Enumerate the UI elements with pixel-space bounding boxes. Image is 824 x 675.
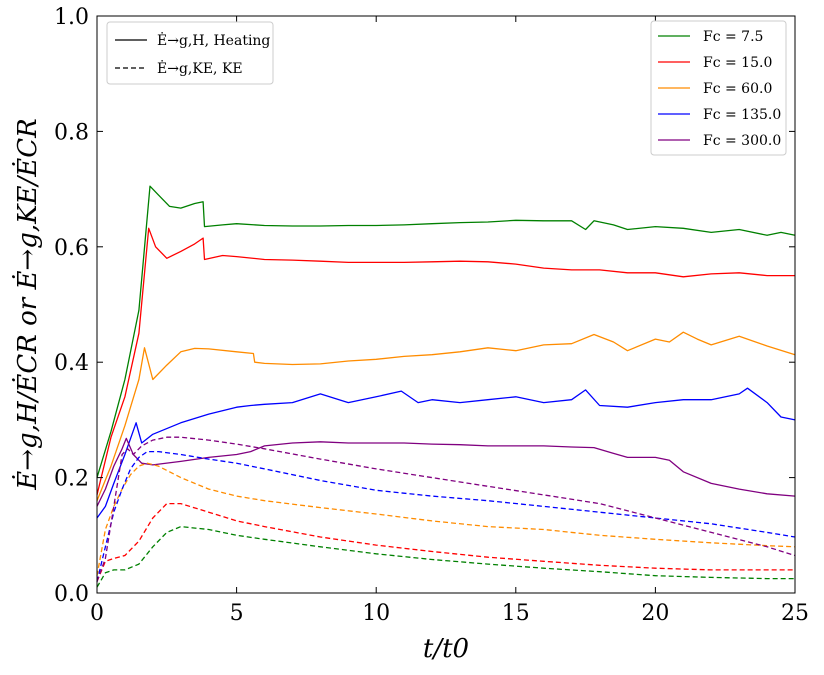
color-legend-label: Fc = 7.5: [703, 29, 763, 45]
series-line-ke-60-0: [96, 462, 796, 576]
series-line-heating-15-0: [96, 227, 795, 496]
style-legend: Ė→g,H, Heating Ė→g,KE, KE: [106, 21, 274, 85]
color-legend-label: Fc = 60.0: [703, 81, 772, 97]
style-legend-label: Ė→g,H, Heating: [157, 31, 270, 49]
color-legend-label: Fc = 15.0: [703, 55, 772, 71]
y-tick-label: 0.6: [54, 236, 89, 261]
x-axis-title: t/t0: [423, 634, 469, 664]
style-legend-frame: [106, 21, 274, 85]
color-legend-label: Fc = 300.0: [703, 133, 781, 149]
series-line-heating-60-0: [96, 331, 796, 501]
color-legend-frame: [650, 20, 787, 156]
x-tick-label: 0: [90, 601, 104, 626]
series-line-ke-15-0: [96, 502, 795, 582]
x-tick-label: 25: [781, 601, 809, 626]
series-line-heating-135-0: [96, 387, 796, 519]
color-legend-label: Fc = 135.0: [703, 107, 781, 123]
y-tick-label: 0.2: [54, 467, 89, 492]
y-tick-label: 0.4: [54, 351, 89, 376]
y-tick-label: 1.0: [54, 5, 89, 30]
axes: 0 5 10 15 20 25 0.0 0.2 0.4 0.6 0.8 1.0: [54, 5, 809, 626]
series-line-ke-7-5: [96, 525, 795, 588]
x-tick-label: 5: [230, 601, 244, 626]
series-line-ke-135-0: [96, 450, 796, 582]
color-legend: Fc = 7.5 Fc = 15.0 Fc = 60.0 Fc = 135.0 Fc =…: [650, 20, 787, 156]
y-tick-label: 0.8: [54, 120, 89, 145]
series-line-heating-300-0: [96, 437, 796, 507]
y-tick-label: 0.0: [54, 582, 89, 607]
x-tick-label: 15: [502, 601, 530, 626]
x-tick-label: 10: [362, 601, 390, 626]
plot-frame: [96, 15, 796, 594]
plot-marks: [96, 185, 796, 588]
y-axis-title: Ė→g,H/ĖCR or Ė→g,KE/ĖCR: [12, 118, 43, 490]
series-line-ke-300-0: [96, 436, 796, 582]
series-line-heating-7-5: [96, 185, 796, 478]
style-legend-label: Ė→g,KE, KE: [157, 59, 243, 77]
x-tick-label: 20: [641, 601, 669, 626]
